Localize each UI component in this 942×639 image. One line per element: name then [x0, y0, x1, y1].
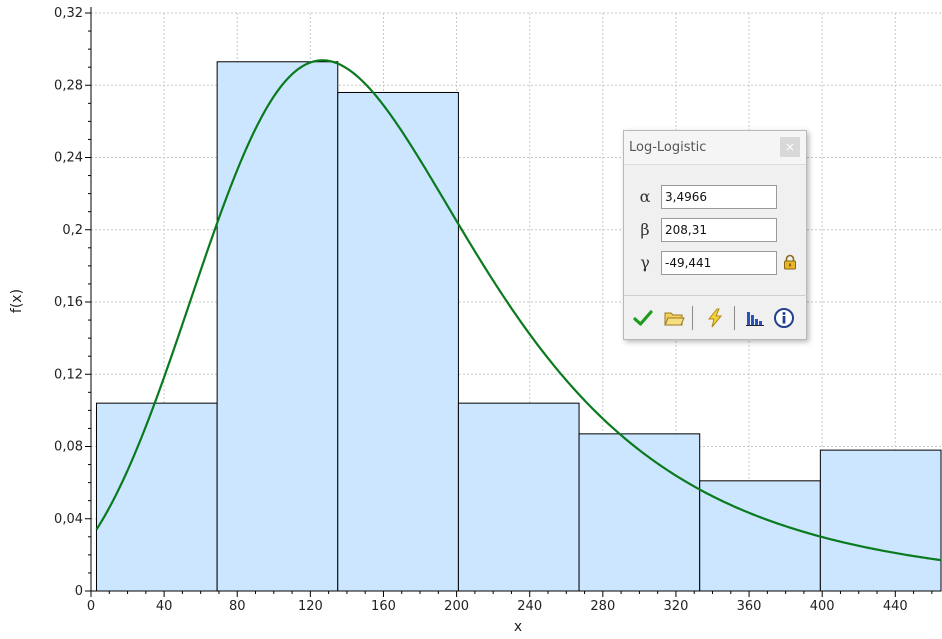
- histogram-icon[interactable]: [744, 307, 766, 329]
- histogram-bar: [578, 433, 701, 592]
- x-tick-label: 320: [664, 599, 689, 614]
- x-tick-label: 160: [371, 599, 396, 614]
- y-tick-label: 0,32: [54, 6, 83, 21]
- x-tick-label: 360: [737, 599, 762, 614]
- y-tick-label: 0: [75, 584, 83, 599]
- x-tick-label: 0: [87, 599, 95, 614]
- param-row-alpha: α 3,4966: [624, 185, 808, 209]
- x-tick-label: 120: [298, 599, 323, 614]
- gamma-field[interactable]: -49,441: [661, 251, 777, 275]
- axes: [90, 7, 941, 592]
- gamma-symbol: γ: [640, 253, 650, 272]
- folder-icon[interactable]: [663, 307, 685, 329]
- x-tick-label: 240: [517, 599, 542, 614]
- y-tick-label: 0,12: [54, 367, 83, 382]
- fit-curve: [95, 59, 942, 562]
- bars: [95, 61, 942, 592]
- panel-toolbar: [624, 295, 808, 340]
- y-tick-label: 0,08: [54, 440, 83, 455]
- y-tick-label: 0,28: [54, 78, 83, 93]
- distribution-panel[interactable]: Log-Logistic × α 3,4966 β 208,31 γ -49,4…: [623, 130, 808, 340]
- close-icon[interactable]: ×: [780, 137, 800, 157]
- histogram-bar: [216, 61, 339, 592]
- y-tick-label: 0,16: [54, 295, 83, 310]
- lightning-icon[interactable]: [704, 307, 726, 329]
- x-ticks: 0 40 80 120 160 200 240 280 320 360 400 440: [87, 591, 933, 614]
- beta-field[interactable]: 208,31: [661, 218, 777, 242]
- alpha-symbol: α: [639, 187, 651, 206]
- histogram-bar: [457, 402, 580, 592]
- x-tick-label: 400: [810, 599, 835, 614]
- panel-title: Log-Logistic: [629, 140, 707, 155]
- y-tick-label: 0,24: [54, 151, 83, 166]
- histogram-bar: [337, 91, 459, 592]
- alpha-field[interactable]: 3,4966: [661, 185, 777, 209]
- lock-icon[interactable]: [782, 254, 798, 270]
- param-row-gamma: γ -49,441: [624, 251, 808, 275]
- histogram-bar: [819, 449, 942, 592]
- x-axis-label: x: [514, 619, 522, 635]
- histogram-bar: [699, 480, 821, 592]
- x-tick-label: 200: [444, 599, 469, 614]
- x-tick-label: 280: [590, 599, 615, 614]
- beta-symbol: β: [640, 220, 650, 239]
- y-ticks: 0 0,04 0,08 0,12 0,16 0,2 0,24 0,28 0,32: [54, 6, 91, 599]
- info-icon[interactable]: [773, 307, 795, 329]
- y-tick-label: 0,04: [54, 512, 83, 527]
- param-row-beta: β 208,31: [624, 218, 808, 242]
- toolbar-separator: [692, 306, 693, 330]
- y-tick-label: 0,2: [62, 223, 83, 238]
- x-tick-label: 440: [883, 599, 908, 614]
- x-tick-label: 80: [229, 599, 246, 614]
- y-axis-label: f(x): [9, 289, 25, 313]
- x-tick-label: 40: [156, 599, 173, 614]
- panel-titlebar[interactable]: Log-Logistic ×: [624, 131, 806, 165]
- toolbar-separator: [734, 306, 735, 330]
- check-icon[interactable]: [632, 307, 654, 329]
